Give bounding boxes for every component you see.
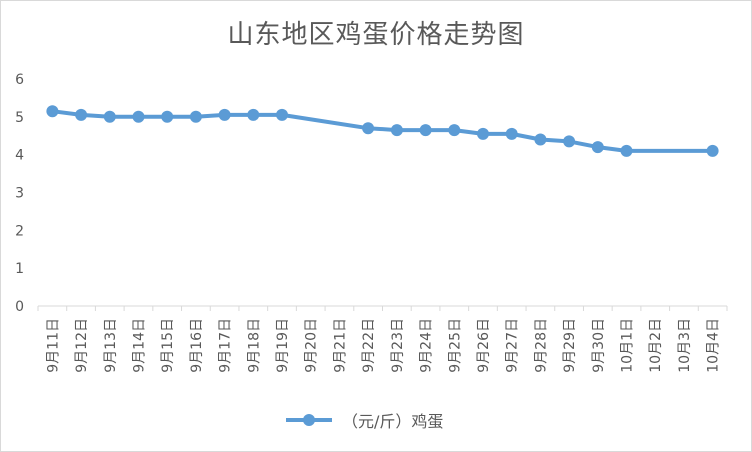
- data-point: [276, 108, 288, 121]
- x-tick-label: 10月4日: [706, 318, 722, 373]
- y-tick-label: 2: [15, 223, 24, 239]
- x-tick-label: 9月13日: [103, 318, 119, 373]
- data-point: [448, 124, 461, 137]
- y-tick-label: 0: [15, 299, 24, 315]
- x-tick-label: 9月23日: [390, 318, 406, 373]
- x-tick-label: 9月27日: [505, 318, 521, 373]
- chart-title: 山东地区鸡蛋价格走势图: [227, 20, 525, 50]
- data-point: [218, 108, 231, 121]
- y-tick-label: 1: [15, 261, 24, 277]
- x-tick-label: 10月3日: [677, 318, 693, 373]
- data-point: [189, 110, 202, 123]
- legend-label: （元/斤）鸡蛋: [342, 412, 444, 431]
- data-point: [706, 144, 719, 157]
- data-point: [419, 124, 432, 137]
- x-tick-label: 9月29日: [562, 318, 578, 373]
- x-tick-label: 9月25日: [447, 318, 463, 373]
- data-point: [505, 127, 518, 140]
- data-point: [563, 135, 576, 148]
- y-tick-label: 4: [15, 148, 24, 164]
- x-tick-label: 9月14日: [131, 318, 147, 373]
- x-tick-label: 10月2日: [648, 318, 664, 373]
- data-point: [75, 108, 88, 121]
- x-tick-label: 9月20日: [304, 318, 320, 373]
- data-point: [620, 144, 633, 157]
- x-tick-label: 9月24日: [419, 318, 435, 373]
- x-tick-label: 9月15日: [160, 318, 176, 373]
- legend: （元/斤）鸡蛋: [286, 408, 443, 432]
- data-point: [46, 105, 59, 118]
- y-tick-label: 6: [15, 72, 24, 88]
- x-tick-label: 9月28日: [533, 318, 549, 373]
- data-point: [390, 124, 403, 137]
- y-tick-label: 5: [15, 110, 24, 126]
- data-point: [591, 141, 604, 154]
- x-tick-label: 10月1日: [620, 318, 636, 373]
- x-tick-label: 9月16日: [189, 318, 205, 373]
- x-tick-label: 9月22日: [361, 318, 377, 373]
- y-tick-label: 3: [15, 186, 24, 202]
- x-tick-label: 9月17日: [218, 318, 234, 373]
- data-point: [161, 110, 174, 123]
- data-point: [534, 133, 547, 146]
- x-tick-label: 9月21日: [332, 318, 348, 373]
- data-point: [103, 110, 116, 123]
- x-tick-label: 9月12日: [74, 318, 90, 373]
- x-tick-label: 9月30日: [591, 318, 607, 373]
- x-tick-label: 9月26日: [476, 318, 492, 373]
- x-tick-label: 9月11日: [45, 318, 61, 373]
- series-line: [50, 109, 715, 153]
- data-point: [247, 108, 260, 121]
- data-point: [132, 110, 145, 123]
- legend-marker: [286, 414, 332, 426]
- data-point: [477, 127, 489, 140]
- x-tick-label: 9月19日: [275, 318, 291, 373]
- x-tick-label: 9月18日: [246, 318, 262, 373]
- data-point: [362, 122, 375, 135]
